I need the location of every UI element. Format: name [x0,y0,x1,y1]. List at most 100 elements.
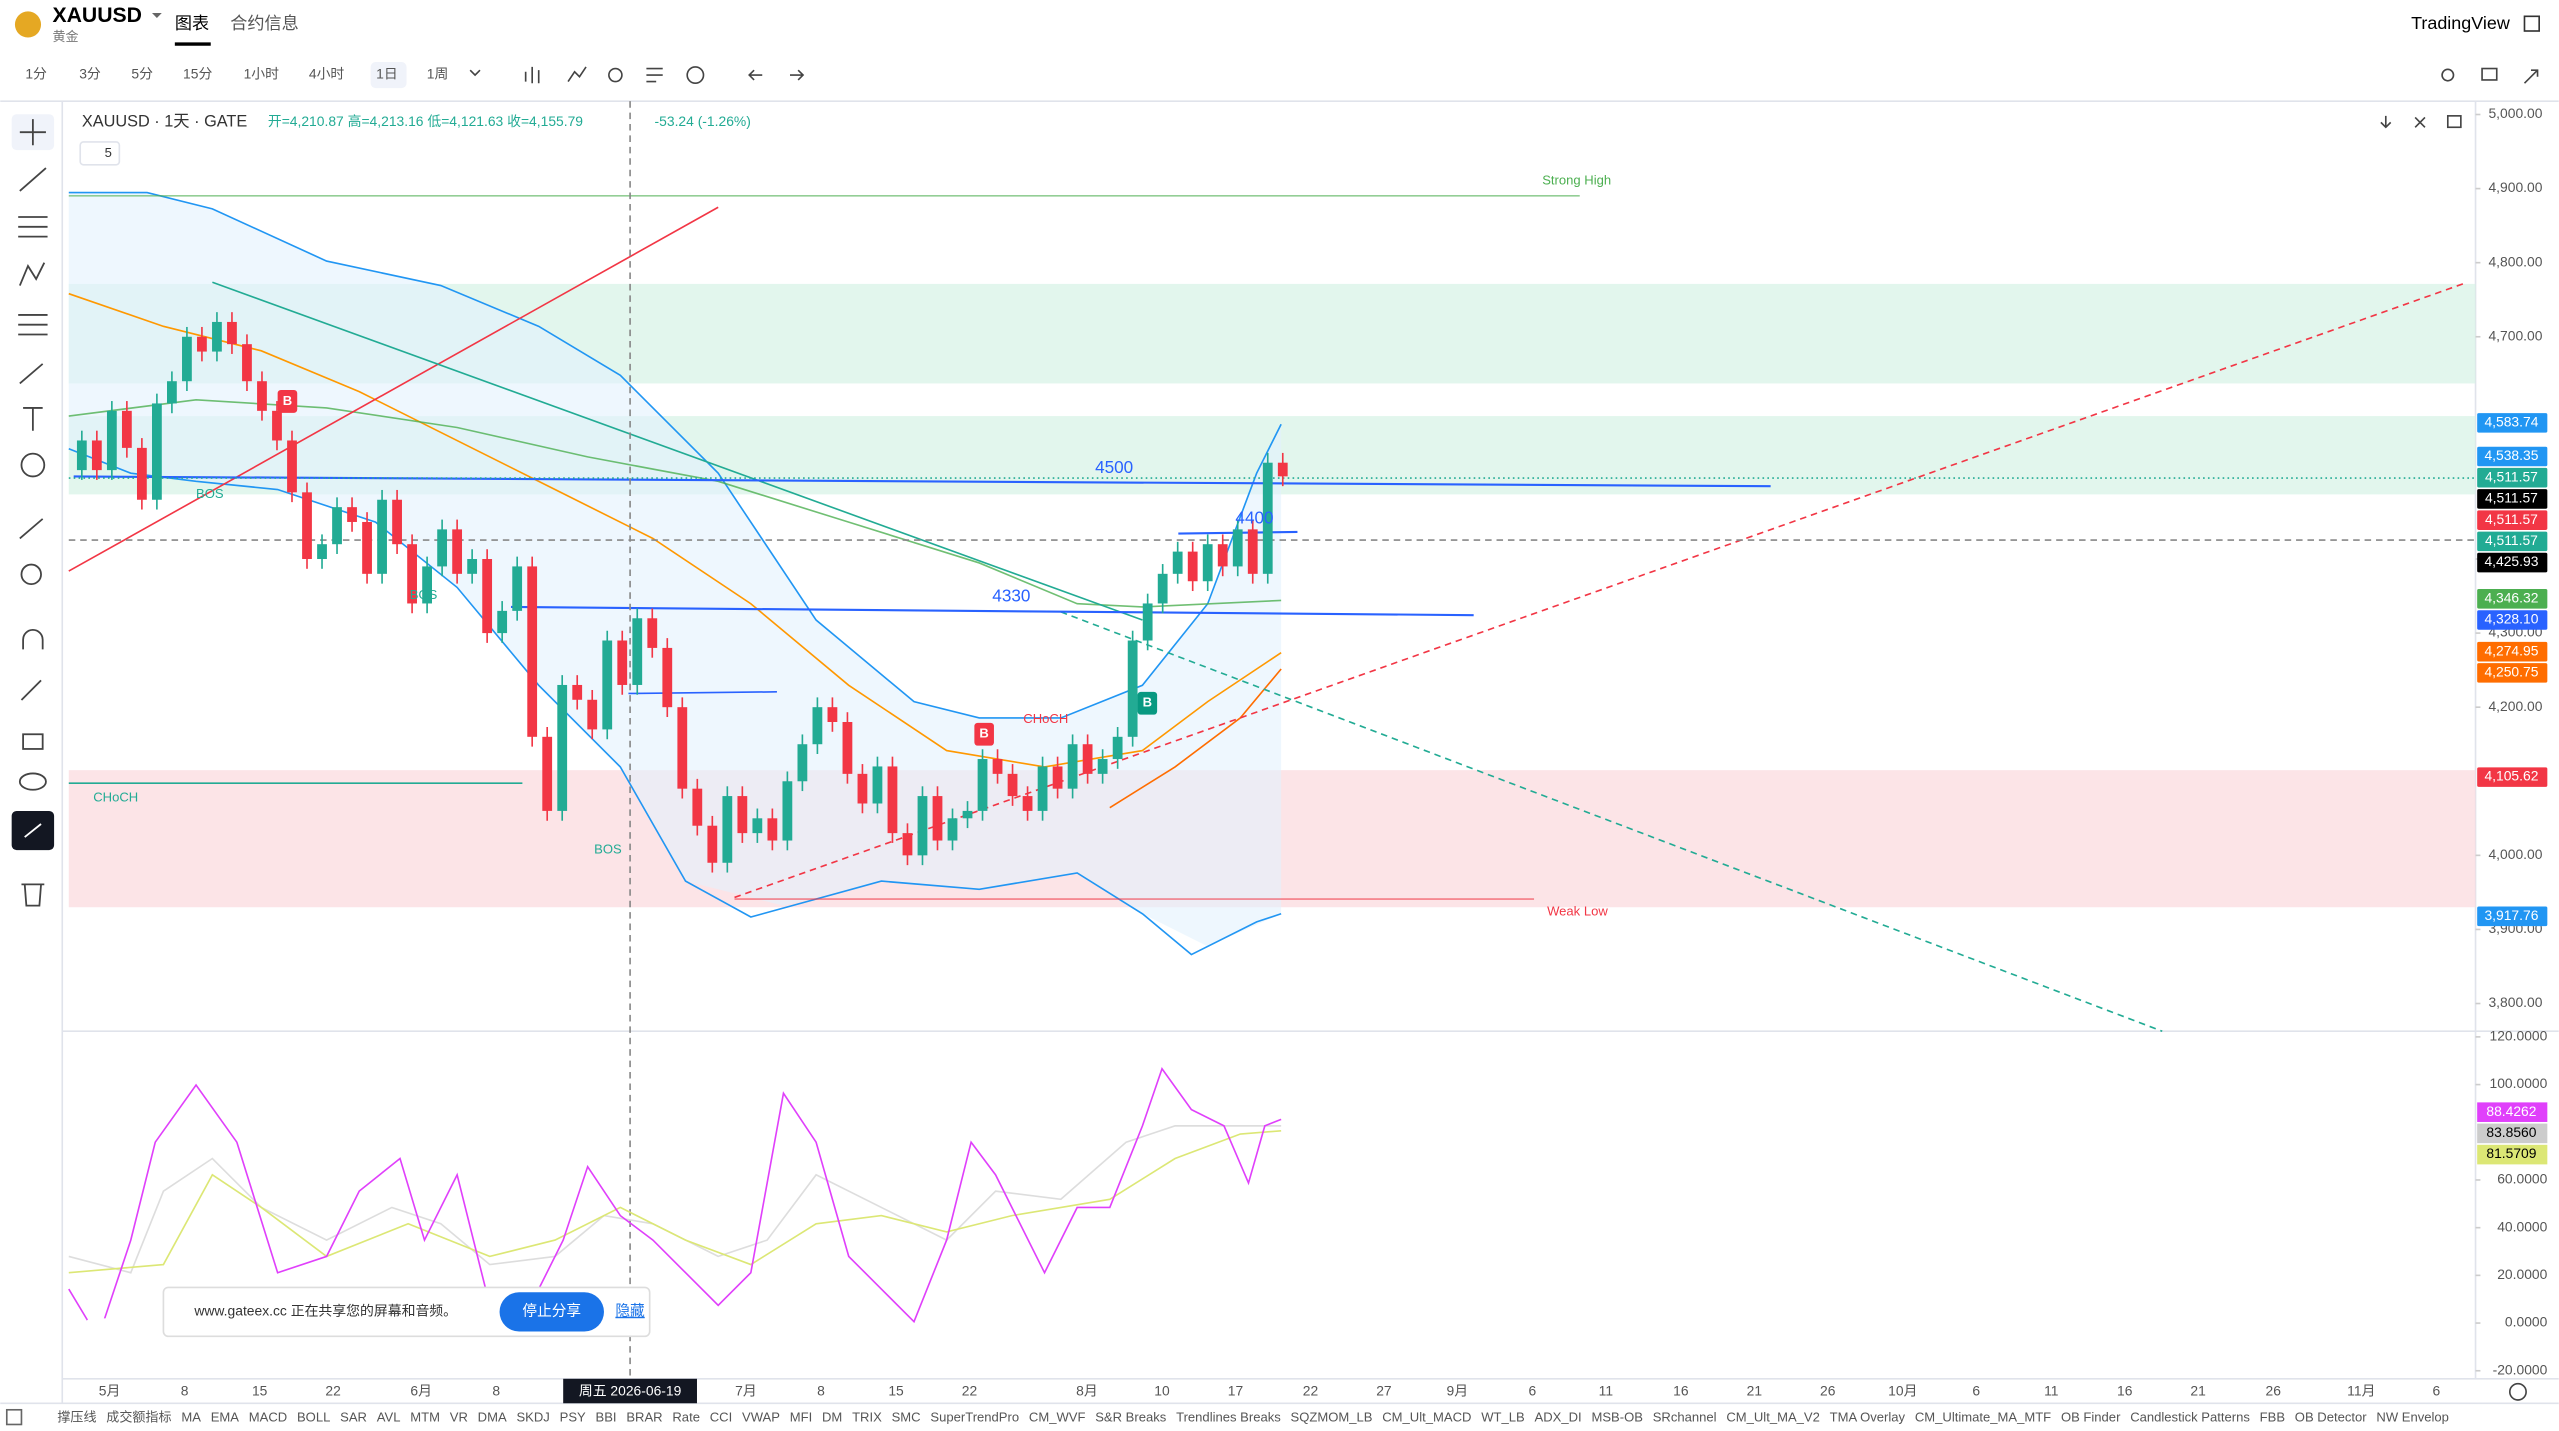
tool[interactable] [18,216,48,238]
tool[interactable] [19,119,46,146]
indicator-item[interactable]: TRIX [852,1409,882,1424]
tool[interactable] [18,262,46,286]
symbol[interactable]: XAUUSD [52,4,142,27]
icon[interactable] [2441,68,2455,82]
interval[interactable]: 1分 [25,66,47,82]
indicator-item[interactable]: DMA [478,1409,507,1424]
indicator-item[interactable]: MA [181,1409,201,1424]
indicator-item[interactable]: CM_WVF [1029,1409,1086,1424]
indicator-item[interactable]: Trendlines Breaks [1176,1409,1281,1424]
icon[interactable] [686,66,705,85]
icon[interactable] [2446,115,2462,129]
crosshair-label-bg [563,1378,697,1404]
hide-link[interactable]: 隐藏 [615,1303,645,1320]
icon[interactable] [469,69,481,77]
tool[interactable] [20,563,42,586]
candle [452,529,463,574]
tool[interactable] [18,314,48,336]
candle [1202,544,1213,582]
interval[interactable]: 15分 [183,66,212,82]
indicator-item[interactable]: EMA [211,1409,240,1424]
indicator-item[interactable]: ADX_DI [1535,1409,1582,1424]
indicator-item[interactable]: CCI [710,1409,732,1424]
indicator-item[interactable]: MACD [249,1409,287,1424]
indicator-item[interactable]: Rate [672,1409,700,1424]
indicator-item[interactable]: FBB [2260,1409,2286,1424]
indicator-item[interactable]: AVL [377,1409,401,1424]
indicator-item[interactable]: 成交额指标 [106,1409,171,1424]
icon[interactable] [608,67,623,83]
indicator-item[interactable]: BRAR [626,1409,662,1424]
indicator-item[interactable]: BBI [596,1409,617,1424]
indicator-item[interactable]: MTM [410,1409,440,1424]
indicator-item[interactable]: NW Envelop [2376,1409,2449,1424]
indicator-item[interactable]: VR [450,1409,468,1424]
indicator-item[interactable]: SQZMOM_LB [1291,1409,1373,1424]
indicator-item[interactable]: OB Detector [2295,1409,2367,1424]
icon[interactable] [646,67,663,83]
x-tick-label: 26 [1820,1382,1836,1398]
icon[interactable] [2481,67,2498,81]
trendline [734,281,2468,899]
indicator-item[interactable]: CM_Ultimate_MA_MTF [1915,1409,2051,1424]
indicator-item[interactable]: SAR [340,1409,367,1424]
tool[interactable] [23,407,43,431]
interval[interactable]: 1日 [376,66,398,82]
interval[interactable]: 5分 [131,66,153,82]
indicator-item[interactable]: SKDJ [516,1409,549,1424]
candle [1247,529,1258,574]
level [73,475,1771,488]
tab[interactable]: 合约信息 [230,13,299,33]
candle [512,566,523,611]
indicator-item[interactable]: CM_Ult_MACD [1382,1409,1471,1424]
stop-button[interactable] [499,1292,604,1332]
indicator-item[interactable]: TMA Overlay [1830,1409,1906,1424]
indicator-item[interactable]: PSY [560,1409,586,1424]
indicator-item[interactable]: VWAP [742,1409,780,1424]
tool[interactable] [22,628,44,650]
checkbox[interactable] [2523,15,2540,32]
tool[interactable] [22,733,44,750]
interval[interactable]: 1周 [427,66,449,82]
indicator-item[interactable]: BOLL [297,1409,330,1424]
icon[interactable] [2523,69,2539,84]
tool[interactable] [18,772,47,791]
icon[interactable] [567,66,587,83]
tool[interactable] [20,679,42,701]
tool[interactable] [19,518,44,540]
indicator-item[interactable]: 撑压线 [57,1409,96,1424]
icon[interactable] [2380,115,2426,129]
stop-label[interactable]: 停止分享 [522,1303,581,1320]
settings-icon[interactable] [2508,1382,2527,1401]
tool[interactable] [21,883,45,907]
icon[interactable] [748,69,805,81]
tool[interactable] [19,167,47,192]
legend-toggle[interactable] [79,141,121,166]
indicator-item[interactable]: SRchannel [1653,1409,1717,1424]
calendar-icon[interactable] [5,1408,23,1426]
y-tick-label: 0.0000 [2505,1314,2548,1330]
tab[interactable]: 图表 [175,13,209,33]
indicator-item[interactable]: MFI [790,1409,812,1424]
interval[interactable]: 3分 [79,66,101,82]
tool[interactable] [20,452,46,478]
indicator-item[interactable]: OB Finder [2061,1409,2121,1424]
indicator-item[interactable]: MSB-OB [1591,1409,1643,1424]
dropdown-icon[interactable] [151,13,162,18]
interval[interactable]: 1小时 [244,66,280,82]
icon[interactable] [524,66,540,84]
indicator-item[interactable]: SMC [892,1409,921,1424]
indicator-item[interactable]: Candlestick Patterns [2130,1409,2250,1424]
toolbar-icons [469,66,2539,129]
candle [347,507,357,522]
indicator-item[interactable]: DM [822,1409,842,1424]
indicator-item[interactable]: SuperTrendPro [930,1409,1019,1424]
legend-count[interactable]: 5 [105,145,112,160]
tool[interactable] [19,363,44,385]
interval[interactable]: 4小时 [309,66,345,82]
x-tick-label: 10月 [1888,1382,1917,1398]
indicator-item[interactable]: S&R Breaks [1095,1409,1167,1424]
indicator-item[interactable]: WT_LB [1481,1409,1525,1424]
indicator-item[interactable]: CM_Ult_MA_V2 [1726,1409,1820,1424]
y-tick-label: -20.0000 [2493,1361,2548,1377]
